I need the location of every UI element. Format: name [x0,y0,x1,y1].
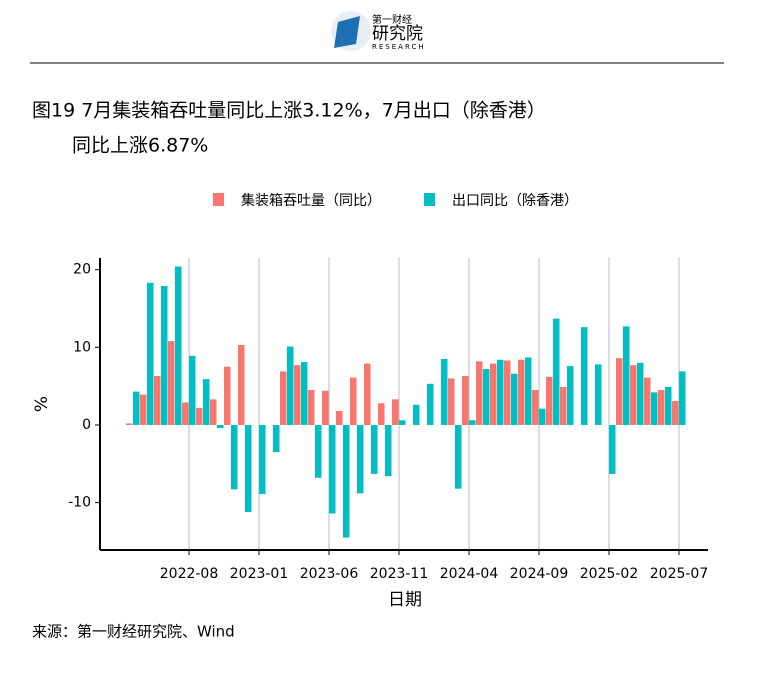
bar [476,361,483,425]
chart-title: 图19 7月集装箱吞吐量同比上涨3.12%，7月出口（除香港） [32,100,546,122]
bar [189,355,196,425]
bar [196,407,203,425]
bar [539,408,546,425]
bar [371,424,378,474]
bar [567,365,574,425]
bar [126,423,133,425]
bar [168,341,175,425]
bar [322,390,329,425]
bar [483,369,490,425]
bar [224,366,231,425]
bar [637,362,644,425]
bar [504,360,511,425]
source: 来源：第一财经研究院、Wind [32,623,235,641]
bar [595,364,602,425]
bar [455,424,462,489]
bar [280,371,287,425]
bar [245,424,252,512]
bar [469,420,476,425]
bar [343,424,350,538]
x-tick-label: 2025-07 [650,566,709,582]
bar [133,391,140,425]
logo-text: 研究院 [372,24,423,44]
bar [217,424,224,429]
bar [518,359,525,425]
bar [630,365,637,425]
x-axis-label: 日期 [388,590,422,610]
chart-title: 同比上涨6.87% [72,135,208,157]
bar [231,424,238,490]
bar [210,399,217,425]
legend-label: 出口同比（除香港） [452,193,578,209]
bar [658,390,665,425]
bar [378,403,385,425]
bar [182,402,189,425]
logo-icon [334,16,360,48]
bar [308,390,315,425]
bar [490,363,497,425]
bar [329,424,336,514]
x-tick-label: 2023-01 [230,566,289,582]
bar [616,358,623,425]
legend-label: 集装箱吞吐量（同比） [241,192,381,209]
logo-text: RESEARCH [372,43,426,51]
bar [581,327,588,425]
bar [525,357,532,425]
bar [350,377,357,425]
bar [532,390,539,425]
bar [203,379,210,425]
bar [623,326,630,425]
bar [427,383,434,425]
bar [294,365,301,425]
bar [462,376,469,425]
bar [665,386,672,425]
bar [392,399,399,425]
bar [651,392,658,425]
bar [497,359,504,425]
y-axis-label: % [32,396,52,412]
bar [238,344,245,425]
bar [357,424,364,494]
bar [679,371,686,425]
x-tick-label: 2024-04 [440,566,499,582]
bar [441,358,448,425]
bar [301,362,308,425]
bar [336,410,343,425]
bar [259,424,266,495]
y-tick-label: 0 [82,417,91,433]
bar [546,376,553,425]
bar [364,363,371,425]
bar [672,400,679,425]
bar [140,394,147,425]
legend-swatch [213,193,224,206]
x-tick-label: 2023-11 [370,566,429,582]
x-tick-label: 2025-02 [580,566,639,582]
bar [413,404,420,425]
bar [560,386,567,425]
logo-text: 第一财经 [372,13,412,26]
x-tick-label: 2023-06 [300,566,359,582]
bar [399,420,406,425]
bar [448,378,455,425]
x-tick-label: 2022-08 [160,566,219,582]
y-tick-label: -10 [68,495,91,511]
bar [175,266,182,425]
x-tick-label: 2024-09 [510,566,569,582]
bar [511,373,518,425]
legend-swatch [424,193,435,206]
logo: 第一财经 研究院 RESEARCH [331,11,426,51]
bar [385,424,392,477]
bar [161,285,168,425]
y-tick-label: 10 [73,339,91,355]
bar [154,376,161,425]
y-tick-label: 20 [73,262,91,278]
bar [147,282,154,425]
bar [315,424,322,478]
bar [644,377,651,425]
bar [553,318,560,425]
bar [287,346,294,425]
bar [273,424,280,453]
bar [609,424,616,474]
